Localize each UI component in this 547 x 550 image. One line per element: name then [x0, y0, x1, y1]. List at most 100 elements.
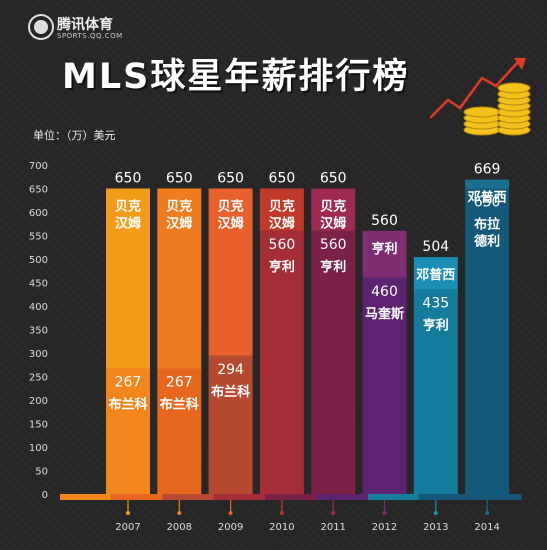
- bar-bottom-2007: [106, 368, 150, 494]
- y-tick-label: 200: [29, 396, 48, 407]
- x-tick-dot: [331, 511, 336, 515]
- y-tick-label: 400: [29, 302, 48, 313]
- value-label-top: 650: [166, 171, 193, 187]
- player-name-top: 邓普西: [468, 190, 507, 206]
- value-label-top: 560: [371, 213, 398, 229]
- player-name-top: 汉姆: [166, 216, 192, 232]
- value-label-bottom: 650: [474, 195, 501, 211]
- value-label-top: 650: [269, 171, 296, 187]
- baseline-segment: [367, 494, 420, 500]
- bar-bottom-2014: [465, 188, 510, 494]
- bar-top-2009: [208, 188, 253, 356]
- bar-top-2014: [465, 179, 510, 189]
- value-label-bottom: 560: [320, 237, 347, 253]
- player-name-bottom: 布拉: [474, 217, 500, 233]
- y-tick-label: 0: [42, 490, 48, 501]
- baseline-segment: [316, 494, 368, 500]
- x-tick-dot: [485, 511, 490, 515]
- value-label-bottom: 267: [166, 375, 193, 391]
- bar-bottom-2013: [413, 289, 458, 494]
- value-label-top: 650: [115, 171, 142, 187]
- player-name-top: 贝克: [166, 199, 192, 215]
- x-tick-dot: [382, 511, 387, 515]
- bar-top-2012: [362, 230, 407, 278]
- player-name-bottom: 亨利: [320, 259, 346, 275]
- value-label-top: 650: [320, 171, 347, 187]
- player-name-bottom: 亨利: [423, 318, 449, 334]
- x-tick-dot: [279, 511, 284, 515]
- player-name-bottom: 德利: [474, 234, 500, 250]
- x-tick-label: 2014: [474, 522, 499, 533]
- brand-logo-icon: [30, 16, 52, 38]
- value-label-bottom: 267: [115, 375, 142, 391]
- value-label-top: 669: [474, 162, 501, 178]
- player-name-top: 贝克: [218, 199, 244, 215]
- player-name-top: 汉姆: [269, 216, 295, 232]
- bar-top-2008: [157, 188, 202, 369]
- y-tick-label: 100: [29, 443, 48, 454]
- player-name-top: 贝克: [269, 199, 295, 215]
- brand-name: 腾讯体育: [57, 17, 113, 33]
- player-name-bottom: 布兰科: [108, 397, 147, 413]
- unit-label: 单位：（万）美元: [33, 129, 116, 142]
- baseline-segment: [162, 494, 214, 500]
- y-tick-label: 700: [29, 161, 48, 172]
- bar-top-2011: [311, 188, 356, 231]
- value-label-top: 504: [422, 239, 449, 255]
- player-name-bottom: 亨利: [269, 259, 295, 275]
- player-name-top: 亨利: [371, 241, 397, 257]
- x-tick-label: 2007: [115, 522, 140, 533]
- bar-bottom-2010: [259, 230, 304, 495]
- player-name-top: 汉姆: [320, 216, 346, 232]
- y-tick-label: 350: [29, 326, 48, 337]
- value-label-bottom: 460: [371, 284, 398, 300]
- value-label-bottom: 435: [422, 296, 449, 312]
- baseline-segment: [419, 494, 471, 500]
- x-tick-dot: [177, 511, 182, 515]
- y-tick-label: 450: [29, 279, 48, 290]
- bar-bottom-2008: [157, 368, 202, 494]
- x-tick-dot: [228, 511, 233, 515]
- x-tick-label: 2010: [269, 522, 294, 533]
- bar-top-2010: [259, 188, 304, 231]
- baseline-segment: [60, 494, 112, 500]
- bar-top-2013: [413, 257, 458, 290]
- y-tick-label: 600: [29, 208, 48, 219]
- y-tick-label: 550: [29, 232, 48, 243]
- value-label-bottom: 560: [269, 237, 296, 253]
- chart-title: MLS球星年薪排行榜: [62, 57, 410, 97]
- bar-bottom-2012: [362, 277, 407, 494]
- baseline-segment: [265, 494, 317, 500]
- player-name-top: 贝克: [115, 199, 141, 215]
- y-tick-label: 250: [29, 373, 48, 384]
- value-label-bottom: 294: [217, 362, 244, 378]
- player-name-bottom: 马奎斯: [365, 306, 404, 322]
- player-name-top: 贝克: [320, 199, 346, 215]
- y-tick-label: 650: [29, 185, 48, 196]
- x-tick-label: 2008: [167, 522, 192, 533]
- y-tick-label: 500: [29, 255, 48, 266]
- coins-arrow-icon: [430, 58, 531, 136]
- baseline-segment: [213, 494, 266, 500]
- y-tick-label: 50: [35, 467, 48, 478]
- bar-bottom-2009: [208, 355, 253, 494]
- player-name-top: 汉姆: [115, 216, 141, 232]
- baseline-segment: [111, 494, 163, 500]
- brand-sub: SPORTS.QQ.COM: [57, 32, 123, 40]
- x-tick-label: 2011: [320, 522, 345, 533]
- y-tick-label: 150: [29, 420, 48, 431]
- y-tick-label: 300: [29, 349, 48, 360]
- bar-bottom-2011: [311, 230, 356, 495]
- x-tick-label: 2013: [423, 522, 448, 533]
- baseline-segment: [470, 494, 522, 500]
- value-label-top: 650: [217, 171, 244, 187]
- x-tick-dot: [433, 511, 438, 515]
- player-name-bottom: 布兰科: [160, 397, 199, 413]
- player-name-top: 汉姆: [218, 216, 244, 232]
- x-tick-label: 2012: [372, 522, 397, 533]
- x-tick-label: 2009: [218, 522, 243, 533]
- player-name-top: 邓普西: [416, 267, 455, 283]
- x-tick-dot: [126, 511, 130, 515]
- bar-top-2007: [106, 188, 150, 369]
